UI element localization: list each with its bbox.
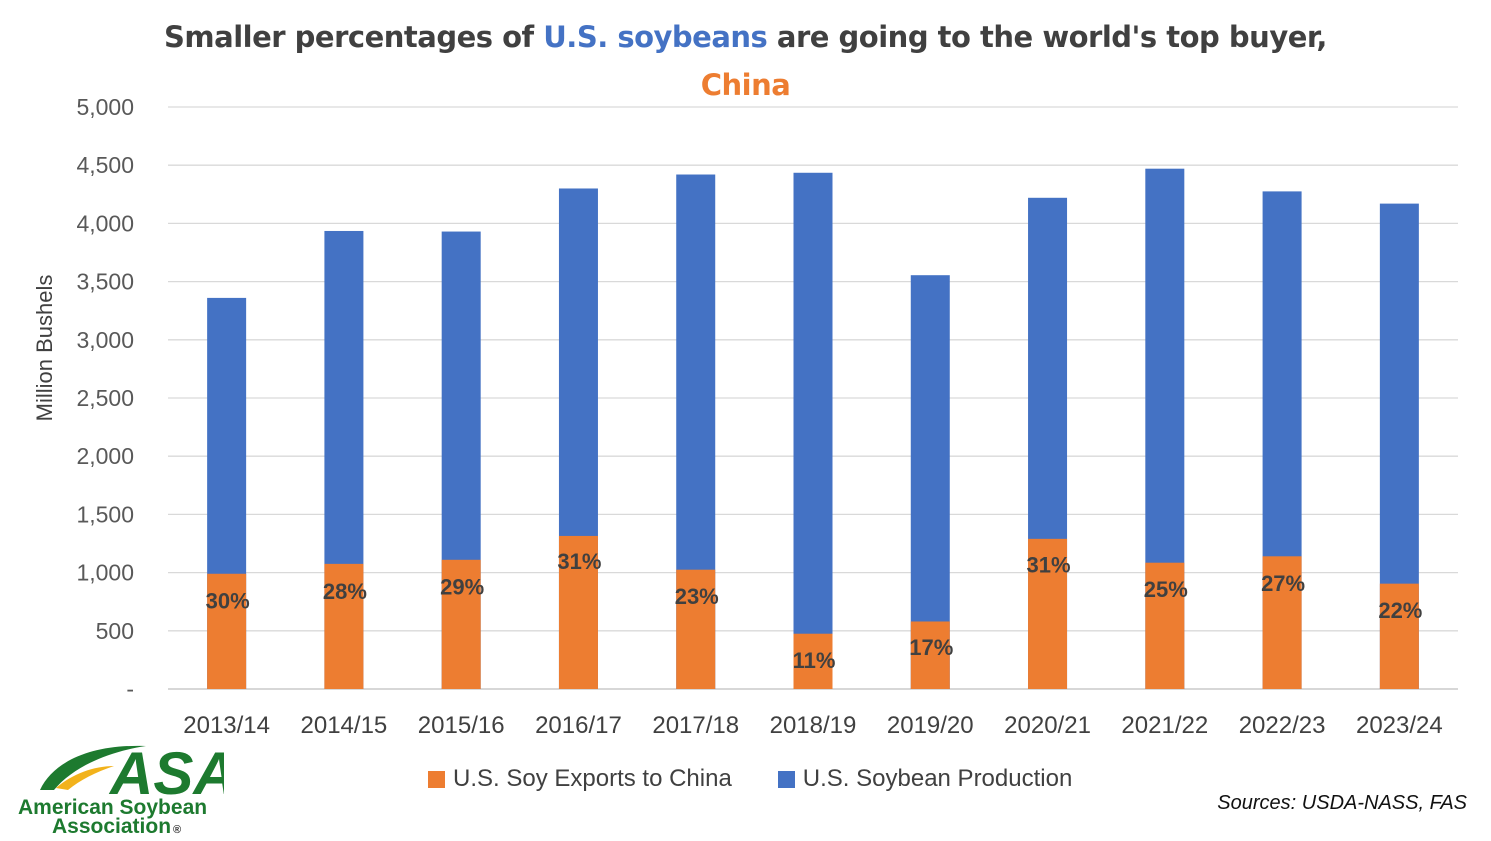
title-segment-3: are going to the world's top buyer, <box>767 20 1328 54</box>
legend-swatch-exports <box>428 770 445 788</box>
bar-exports <box>1379 583 1419 689</box>
legend-label-production: U.S. Soybean Production <box>802 765 1073 792</box>
x-axis-tick-labels: 2013/14 2014/15 2015/16 2016/17 2017/18 2018/… <box>183 712 1442 739</box>
title-segment-us-soybeans: U.S. soybeans <box>543 20 768 54</box>
x-tick-label: 2018/19 <box>770 712 857 739</box>
x-tick-label: 2016/17 <box>535 712 622 739</box>
y-tick-label: - <box>126 676 134 702</box>
registered-mark: ® <box>173 824 182 836</box>
logo-text-line-2: Association ® <box>52 815 181 839</box>
data-label-percent: 11% <box>793 648 836 673</box>
bar-exports <box>1145 562 1185 689</box>
bar-exports <box>207 573 247 689</box>
bars <box>207 168 1419 690</box>
x-tick-label: 2020/21 <box>1004 712 1091 739</box>
asa-logo-mark: ASA <box>40 740 224 798</box>
y-tick-label: 4,500 <box>76 152 134 178</box>
data-label-percent: 30% <box>206 589 250 614</box>
bar-exports <box>1028 538 1068 689</box>
asa-logo: ASA American Soybean Association® <box>14 738 224 838</box>
data-label-percent: 23% <box>675 584 719 609</box>
data-label-percent: 31% <box>557 549 601 574</box>
data-label-percent: 31% <box>1027 552 1071 577</box>
data-label-percent: 17% <box>909 635 953 660</box>
x-tick-label: 2023/24 <box>1356 712 1443 739</box>
data-label-percent: 22% <box>1378 598 1422 623</box>
logo-text-line-1: American Soybean <box>18 796 208 819</box>
y-axis-label: Million Bushels <box>32 275 57 422</box>
y-tick-label: 2,000 <box>76 443 134 469</box>
x-tick-label: 2017/18 <box>652 712 739 739</box>
bar-exports <box>558 535 598 689</box>
data-label-percent: 29% <box>440 575 484 600</box>
y-tick-label: 4,000 <box>76 210 134 236</box>
title-segment-1: Smaller percentages of <box>164 20 544 54</box>
data-label-percent: 25% <box>1144 577 1188 602</box>
chart-title-line-2: China <box>0 68 1491 102</box>
bar-exports <box>1262 556 1302 689</box>
logo-text-association: Association <box>52 815 172 838</box>
title-segment-china: China <box>700 68 791 102</box>
legend-label-exports: U.S. Soy Exports to China <box>453 765 732 792</box>
y-tick-label: 500 <box>96 618 134 644</box>
x-tick-label: 2022/23 <box>1239 712 1326 739</box>
bar-exports <box>324 563 364 689</box>
y-tick-label: 5,000 <box>76 94 134 120</box>
data-labels: 30% 28% 29% 31% 23% 11% 17% 31% 25% 27% 22% <box>206 549 1423 673</box>
bar-exports <box>676 569 716 689</box>
data-label-percent: 28% <box>323 579 367 604</box>
y-tick-label: 1,000 <box>76 560 134 586</box>
legend: U.S. Soy Exports to China U.S. Soybean P… <box>428 765 1118 793</box>
logo-swoosh-green <box>40 745 146 790</box>
x-tick-label: 2019/20 <box>887 712 974 739</box>
logo-swoosh-gold <box>56 766 114 790</box>
y-tick-label: 1,500 <box>76 501 134 527</box>
y-tick-label: 2,500 <box>76 385 134 411</box>
bar-exports <box>910 621 950 689</box>
bar-production <box>793 172 833 690</box>
x-tick-label: 2015/16 <box>418 712 505 739</box>
chart-title-line-1: Smaller percentages of U.S. soybeans are… <box>0 20 1491 54</box>
y-tick-label: 3,000 <box>76 327 134 353</box>
x-tick-label: 2021/22 <box>1121 712 1208 739</box>
bar-exports <box>441 559 481 689</box>
x-tick-label: 2013/14 <box>183 712 270 739</box>
legend-swatch-production <box>777 770 795 788</box>
legend-item-production: U.S. Soybean Production <box>777 765 1073 793</box>
bar-production <box>910 275 950 689</box>
legend-item-exports: U.S. Soy Exports to China <box>428 765 732 793</box>
logo-mark-text: ASA <box>108 740 224 798</box>
y-axis-tick-labels: - 500 1,000 1,500 2,000 2,500 3,000 3,500 4,000 4… <box>76 94 134 702</box>
x-tick-label: 2014/15 <box>301 712 388 739</box>
source-note: Sources: USDA-NASS, FAS <box>1217 792 1467 814</box>
bar-exports <box>793 633 833 689</box>
y-tick-label: 3,500 <box>76 269 134 295</box>
data-label-percent: 27% <box>1261 571 1305 596</box>
